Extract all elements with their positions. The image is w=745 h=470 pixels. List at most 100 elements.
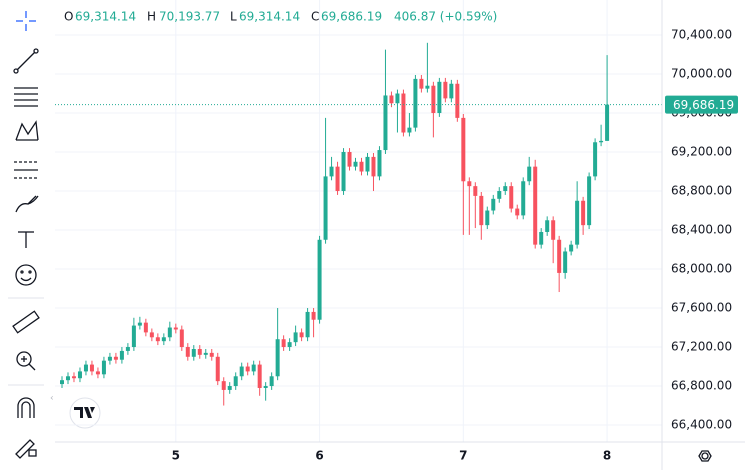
candle-body [341, 152, 346, 192]
y-tick-label: 69,200.00 [671, 145, 732, 159]
x-tick-label: 8 [603, 449, 611, 463]
candle-body [95, 371, 100, 375]
trend-line-tool[interactable] [13, 48, 39, 74]
legend-change: 406.87 (+0.59%) [394, 10, 497, 24]
candle-body [539, 231, 544, 245]
candle-body [377, 150, 382, 177]
candle-body [287, 342, 292, 348]
y-tick-label: 70,000.00 [671, 67, 732, 81]
candle-body [161, 337, 166, 342]
candle-body [449, 83, 454, 99]
candle-body [605, 104, 610, 141]
zoom-tool[interactable] [16, 351, 36, 371]
legend-value: 69,686.19 [321, 10, 382, 24]
candle-body [575, 200, 580, 245]
projection-tool[interactable] [14, 161, 38, 179]
candle-body [149, 332, 154, 338]
y-tick-label: 66,400.00 [671, 418, 732, 432]
candle-body [221, 381, 226, 390]
candle-body [281, 339, 286, 348]
candle-body [371, 156, 376, 177]
x-tick-label: 7 [459, 449, 467, 463]
ohlc-legend: O 69,314.14 H 70,193.77 L 69,314.14 C 69… [64, 10, 497, 24]
y-tick-label: 68,800.00 [671, 184, 732, 198]
collapse-arrow[interactable]: ‹ [50, 394, 54, 404]
legend-key: L [230, 10, 237, 24]
candle-body [563, 251, 568, 273]
pattern-tool[interactable] [15, 120, 39, 141]
x-tick-label: 6 [315, 449, 323, 463]
candle-body [119, 350, 124, 360]
candle-body [113, 356, 118, 360]
candle-body [545, 220, 550, 232]
brush-tool[interactable] [15, 195, 39, 213]
candle-body [515, 208, 520, 216]
last-price-label: 69,686.19 [673, 98, 734, 112]
candle-body [521, 181, 526, 216]
candle-body [569, 244, 574, 252]
candle-body [179, 329, 184, 348]
candle-body [137, 322, 142, 326]
legend-key: C [311, 10, 319, 24]
candle-body [60, 380, 64, 385]
candle-body [143, 322, 148, 333]
candle-body [215, 356, 220, 382]
candle-body [227, 386, 232, 390]
candle-body [455, 83, 460, 118]
y-tick-label: 68,400.00 [671, 223, 732, 237]
candle-body [335, 166, 340, 192]
candle-body [125, 347, 130, 351]
candle-body [497, 191, 502, 199]
candle-body [197, 348, 202, 355]
y-tick-label: 66,800.00 [671, 379, 732, 393]
emoji-tool[interactable] [15, 264, 37, 286]
candle-body [77, 371, 82, 379]
candle-body [269, 376, 274, 387]
candle-body [557, 239, 562, 273]
candle-body [131, 325, 136, 348]
candle-body [191, 348, 196, 357]
candle-body [431, 85, 436, 114]
lock-draw-tool[interactable] [15, 439, 37, 459]
settings-icon[interactable] [698, 450, 712, 462]
y-tick-label: 67,200.00 [671, 340, 732, 354]
candle-body [491, 198, 496, 211]
y-tick-label: 68,000.00 [671, 262, 732, 276]
candle-body [467, 181, 472, 187]
candle-body [311, 311, 316, 320]
candle-body [203, 352, 208, 355]
candle-body [461, 117, 466, 182]
candle-body [233, 376, 238, 387]
magnet-tool[interactable] [17, 397, 35, 418]
toolbar: ‹ [8, 11, 54, 459]
candle-body [293, 332, 298, 343]
legend-value: 69,314.14 [75, 10, 136, 24]
candle-body [257, 364, 262, 388]
candle-body [407, 127, 412, 133]
candle-body [365, 156, 370, 172]
candle-body [299, 332, 304, 338]
candle-body [173, 327, 178, 330]
candle-body [263, 386, 268, 388]
crosshair-tool[interactable] [16, 11, 36, 31]
legend-key: O [64, 10, 73, 24]
candle-body [485, 210, 490, 226]
y-tick-label: 67,600.00 [671, 301, 732, 315]
candle-body [533, 166, 538, 245]
candle-body [509, 186, 514, 209]
candle-body [389, 95, 394, 104]
candle-body [305, 311, 310, 338]
candle-body [479, 195, 484, 226]
ruler-tool[interactable] [12, 310, 40, 334]
candle-body [167, 327, 172, 338]
candle-body [245, 366, 250, 372]
candle-body [71, 376, 76, 379]
candle-body [503, 186, 508, 192]
candle-body [437, 81, 442, 114]
text-tool[interactable] [18, 231, 34, 248]
candle-body [275, 339, 280, 377]
candle-body [527, 166, 532, 182]
fib-tool[interactable] [14, 87, 38, 107]
